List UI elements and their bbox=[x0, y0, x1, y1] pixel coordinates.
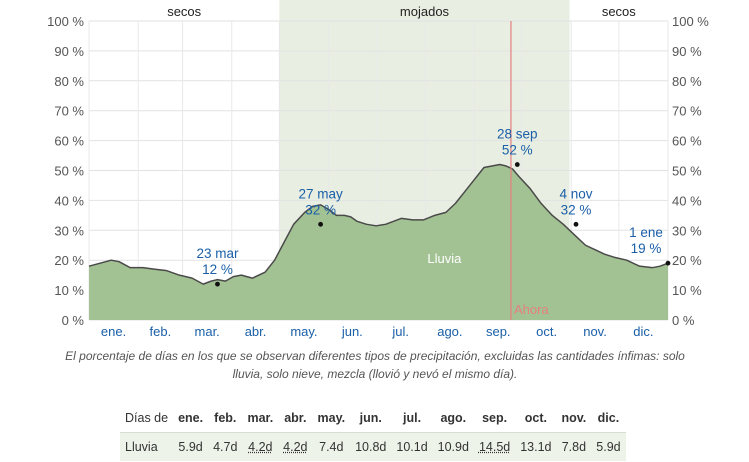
y-tick-label-right: 20 % bbox=[672, 253, 702, 268]
table-month-header: sep. bbox=[482, 411, 508, 425]
y-tick-label-right: 100 % bbox=[672, 14, 709, 29]
annotation-point bbox=[318, 221, 323, 227]
annotation-point bbox=[514, 162, 520, 167]
y-tick-label-right: 10 % bbox=[672, 283, 702, 298]
band-header bbox=[279, 0, 570, 21]
y-axis-left: 0 % 10 % 20 % 30 % 40 % 50 % 60 % 70 % 80 % 90 % 1… bbox=[47, 14, 84, 328]
y-axis-right: 0 % 10 % 20 % 30 % 40 % 50 % 60 % 70 % 80 % 90 % 1… bbox=[672, 14, 709, 328]
y-tick-label-left: 40 % bbox=[54, 193, 84, 208]
y-tick-label-left: 0 % bbox=[62, 313, 85, 328]
annotation-point bbox=[573, 221, 579, 227]
y-tick-label-right: 0 % bbox=[672, 313, 695, 328]
annotation-point bbox=[665, 260, 671, 266]
series-label: Lluvia bbox=[427, 251, 462, 266]
x-tick-label: ago. bbox=[437, 324, 462, 339]
table-month-header: abr. bbox=[284, 411, 307, 425]
table-month-header: may. bbox=[317, 411, 346, 425]
y-tick-label-left: 20 % bbox=[54, 253, 84, 268]
y-tick-label-left: 10 % bbox=[54, 283, 84, 298]
band-label: mojados bbox=[400, 4, 450, 19]
annotation-date: 23 mar bbox=[196, 246, 239, 261]
annotation-value: 32 % bbox=[561, 202, 592, 217]
annotation-date: 1 ene bbox=[629, 225, 663, 240]
annotation-value: 19 % bbox=[631, 241, 662, 256]
table-cell: 10.1d bbox=[391, 432, 433, 461]
y-tick-label-right: 80 % bbox=[672, 74, 702, 89]
series-area-fill bbox=[89, 164, 668, 320]
table-month-header: ene. bbox=[178, 411, 204, 425]
y-tick-label-right: 30 % bbox=[672, 223, 702, 238]
x-tick-label: jul. bbox=[391, 324, 409, 339]
table-row: Lluvia 5.9d 4.7d 4.2d 4.2d 7.4d 10.8d 10… bbox=[120, 432, 626, 461]
table-cell: 5.9d bbox=[591, 432, 626, 461]
y-tick-label-left: 80 % bbox=[54, 74, 84, 89]
x-tick-label: may. bbox=[290, 324, 317, 339]
precipitation-chart: secos mojados secos Lluvia Ahora 0 % 10 % 20… bbox=[47, 0, 709, 339]
table-header-row: Días de ene. feb. mar. abr. may. jun. ju… bbox=[120, 404, 626, 433]
table-month-header: mar. bbox=[247, 411, 274, 425]
table-month-header: jul. bbox=[402, 411, 422, 425]
table-month-header: dic. bbox=[597, 411, 620, 425]
table-cell[interactable]: 4.2d bbox=[242, 432, 279, 461]
table-row-label: Lluvia bbox=[120, 432, 174, 461]
now-marker: Ahora bbox=[510, 21, 549, 320]
annotation-value: 32 % bbox=[305, 202, 336, 217]
y-tick-label-right: 90 % bbox=[672, 44, 702, 59]
y-tick-label-left: 50 % bbox=[54, 164, 84, 179]
table-cell: 10.8d bbox=[350, 432, 392, 461]
table-month-header: oct. bbox=[524, 411, 547, 425]
table-cell: 13.1d bbox=[515, 432, 557, 461]
table-cell: 5.9d bbox=[173, 432, 209, 461]
table-header-label: Días de bbox=[125, 411, 169, 425]
x-axis: ene. feb. mar. abr. may. jun. jul. ago. sep. oct.… bbox=[101, 324, 654, 339]
table-cell: 4.7d bbox=[208, 432, 243, 461]
y-tick-label-left: 90 % bbox=[54, 44, 84, 59]
y-tick-label-right: 60 % bbox=[672, 134, 702, 149]
band-header bbox=[89, 0, 280, 21]
band-header bbox=[569, 0, 668, 21]
table-cell[interactable]: 4.2d bbox=[278, 432, 313, 461]
series-line bbox=[88, 163, 669, 285]
y-tick-label-right: 40 % bbox=[672, 193, 702, 208]
table-cell[interactable]: 14.5d bbox=[473, 432, 516, 461]
y-tick-label-left: 30 % bbox=[54, 223, 84, 238]
x-tick-label: abr. bbox=[245, 324, 267, 339]
table-month-header: ago. bbox=[440, 411, 467, 425]
x-tick-label: jun. bbox=[341, 324, 363, 339]
band-label: secos bbox=[167, 4, 201, 19]
table-cell: 7.8d bbox=[556, 432, 592, 461]
x-tick-label: dic. bbox=[633, 324, 653, 339]
x-tick-label: nov. bbox=[583, 324, 607, 339]
annotation-value: 12 % bbox=[202, 262, 233, 277]
y-tick-label-left: 60 % bbox=[54, 134, 84, 149]
x-tick-label: feb. bbox=[150, 324, 172, 339]
annotation-date: 4 nov bbox=[559, 186, 592, 201]
now-label: Ahora bbox=[514, 302, 549, 317]
annotation-date: 28 sep bbox=[497, 127, 538, 142]
band-label: secos bbox=[602, 4, 636, 19]
monthly-summary-table: Días de ene. feb. mar. abr. may. jun. ju… bbox=[120, 404, 626, 461]
annotation-date: 27 may bbox=[298, 186, 343, 201]
table-cell: 10.9d bbox=[432, 432, 474, 461]
series-area: Lluvia bbox=[88, 163, 669, 320]
table-cell: 7.4d bbox=[312, 432, 351, 461]
y-tick-label-right: 70 % bbox=[672, 104, 702, 119]
x-tick-label: oct. bbox=[536, 324, 557, 339]
y-tick-label-right: 50 % bbox=[672, 164, 702, 179]
table-month-header: nov. bbox=[561, 411, 587, 425]
table-month-header: feb. bbox=[214, 411, 237, 425]
annotation-value: 52 % bbox=[502, 143, 533, 158]
x-tick-label: mar. bbox=[195, 324, 220, 339]
y-tick-label-left: 100 % bbox=[47, 14, 84, 29]
y-tick-label-left: 70 % bbox=[54, 104, 84, 119]
chart-caption: El porcentaje de días en los que se obse… bbox=[65, 349, 685, 381]
x-tick-label: ene. bbox=[101, 324, 126, 339]
x-tick-label: sep. bbox=[486, 324, 511, 339]
annotation-point bbox=[215, 281, 220, 287]
table-month-header: jun. bbox=[359, 411, 382, 425]
